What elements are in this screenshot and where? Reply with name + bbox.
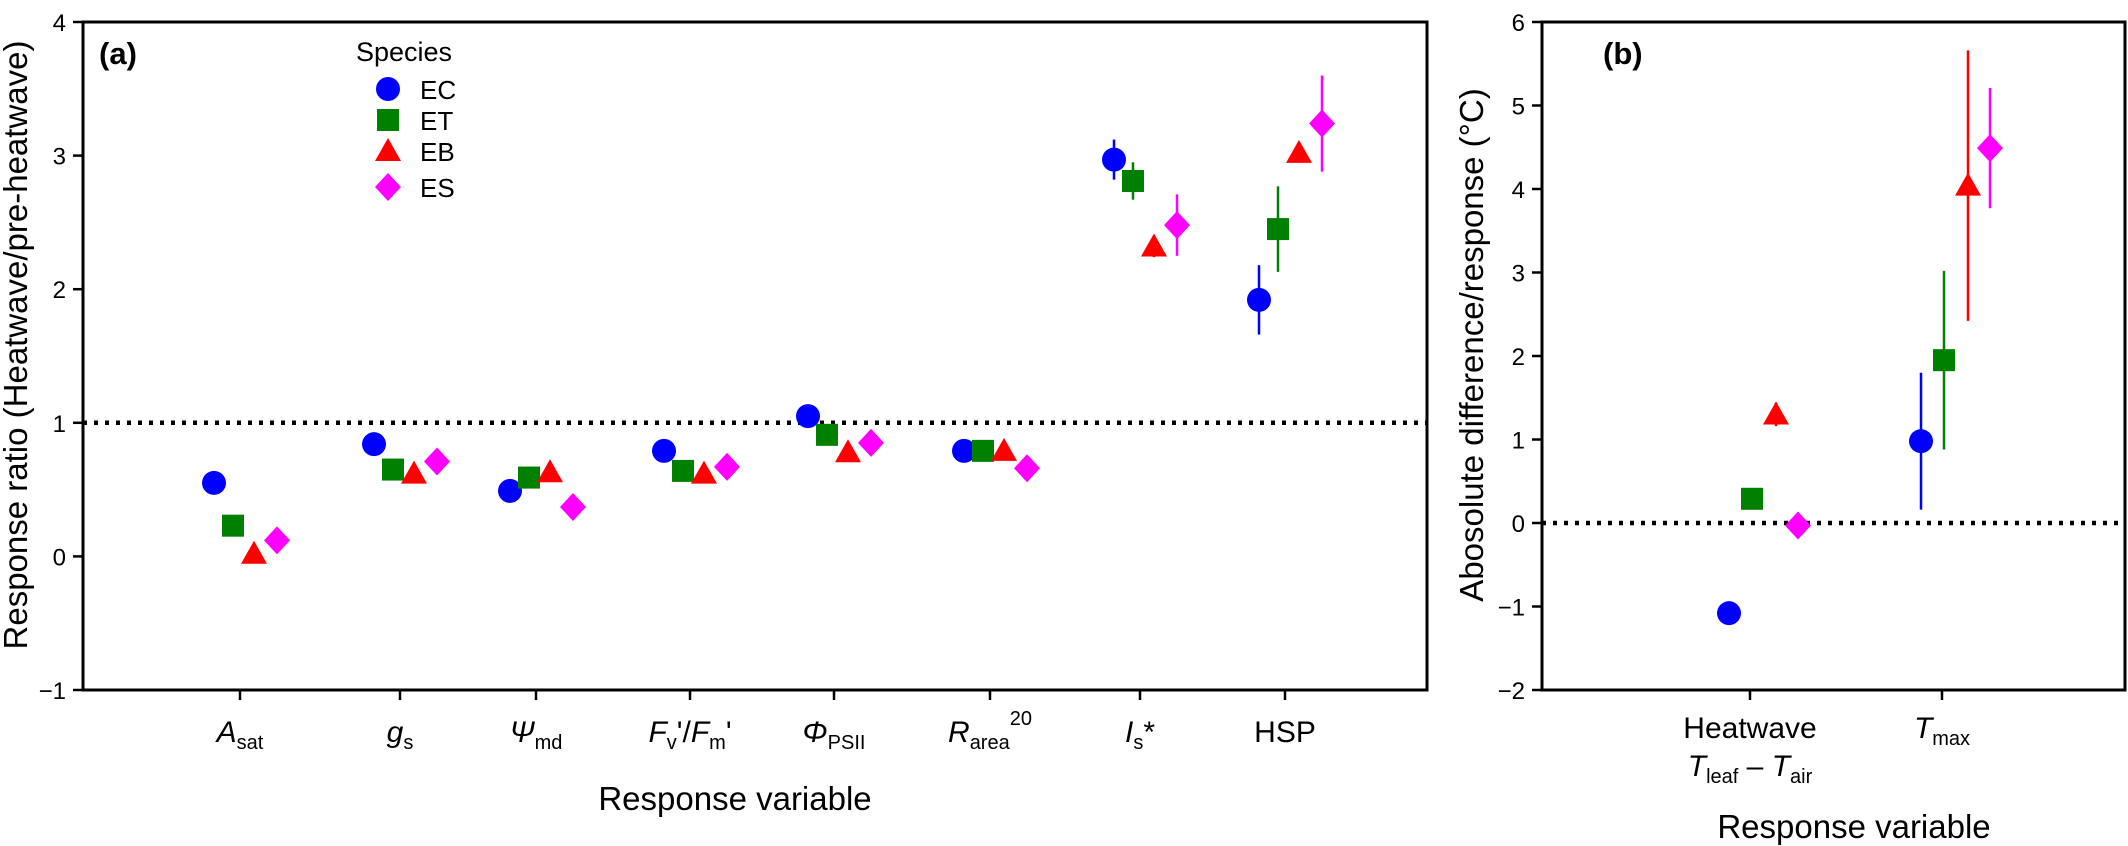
y-tick-label: 1 — [1512, 428, 1525, 455]
panel-b-label: (b) — [1603, 36, 1643, 71]
data-point — [816, 423, 838, 446]
data-point — [382, 458, 404, 481]
x-category-label: Rarea20 — [948, 708, 1032, 754]
data-point — [652, 438, 676, 463]
panel-a: −1 0 1 2 3 4 Asat gs Ψmd Fv'/Fm' ΦPSII Rarea20 Is* HS… — [0, 10, 1429, 817]
y-tick-label: 5 — [1512, 94, 1525, 121]
data-point — [1741, 487, 1763, 510]
legend-entry-es: ES — [420, 173, 455, 203]
panel-b-y-axis-label: Abosolute difference/response (°C) — [1453, 88, 1490, 601]
data-point — [796, 404, 820, 429]
data-point — [1102, 147, 1126, 172]
data-point — [1977, 134, 2003, 163]
plot-frame — [81, 20, 1429, 692]
x-category-label: ΦPSII — [803, 716, 866, 754]
data-point — [264, 526, 290, 555]
x-category-label: Heatwave — [1683, 712, 1816, 745]
x-category-label: Is* — [1125, 716, 1155, 754]
data-point — [518, 466, 540, 489]
legend-entry-eb: EB — [420, 137, 455, 167]
data-point — [691, 460, 717, 484]
data-point — [1122, 169, 1144, 192]
series-ec — [202, 139, 1271, 503]
data-point — [835, 439, 861, 463]
y-tick-label: −1 — [1498, 595, 1525, 622]
legend-entry-et: ET — [420, 106, 453, 136]
legend-entry-ec: EC — [420, 75, 456, 105]
data-point — [1717, 601, 1741, 626]
data-point — [241, 540, 267, 564]
y-tick-label: −2 — [1498, 678, 1525, 705]
plot-frame — [1540, 20, 2127, 692]
y-tick-label: 4 — [1512, 177, 1525, 204]
data-point — [1164, 211, 1190, 240]
series-es — [1785, 87, 2003, 540]
legend-marker-es — [375, 173, 401, 201]
data-point — [1014, 454, 1040, 483]
legend-marker-ec — [376, 77, 400, 101]
data-point — [714, 452, 740, 481]
x-category-label: Ψmd — [510, 716, 563, 754]
series-et — [1741, 270, 1955, 510]
data-point — [1763, 401, 1789, 425]
series-et — [222, 162, 1289, 537]
data-point — [1785, 511, 1811, 540]
data-point — [537, 459, 563, 483]
data-point — [1309, 109, 1335, 138]
legend-marker-eb — [375, 138, 401, 161]
data-point — [560, 492, 586, 521]
data-point — [972, 439, 994, 462]
data-point — [1267, 218, 1289, 241]
panel-b-plot-area: −2 −1 0 1 2 3 4 5 6 Heatwave Tleaf – Tair Tmax — [1498, 10, 2127, 788]
panel-b-x-axis-label: Response variable — [1717, 808, 1990, 845]
data-point — [1933, 349, 1955, 372]
x-category-label: Fv'/Fm' — [648, 716, 731, 754]
y-tick-label: 1 — [53, 411, 66, 438]
x-category-label: HSP — [1254, 716, 1316, 749]
data-point — [222, 514, 244, 537]
panel-a-x-axis-label: Response variable — [598, 780, 871, 817]
series-eb — [1763, 50, 1981, 427]
data-point — [424, 447, 450, 476]
y-tick-label: 4 — [53, 10, 66, 37]
x-category-label: Tmax — [1914, 712, 1970, 750]
y-tick-label: 6 — [1512, 10, 1525, 37]
data-point — [672, 459, 694, 482]
legend-marker-et — [377, 109, 399, 131]
data-point — [1955, 172, 1981, 196]
series-eb — [241, 139, 1312, 564]
data-point — [362, 432, 386, 457]
y-tick-label: 2 — [53, 277, 66, 304]
y-tick-label: 0 — [53, 544, 66, 571]
x-category-label-line2: Tleaf – Tair — [1688, 750, 1813, 788]
data-point — [1247, 287, 1271, 312]
x-category-label: gs — [387, 716, 414, 754]
panel-a-label: (a) — [99, 36, 137, 71]
y-tick-label: 3 — [53, 144, 66, 171]
data-point — [1141, 233, 1167, 257]
x-category-label: Asat — [215, 716, 264, 754]
panel-a-plot-area: −1 0 1 2 3 4 Asat gs Ψmd Fv'/Fm' ΦPSII Rarea20 Is* HS… — [39, 10, 1429, 754]
data-point — [401, 460, 427, 484]
series-es — [264, 75, 1335, 555]
legend-title: Species — [356, 37, 452, 67]
data-point — [991, 437, 1017, 461]
y-tick-label: 3 — [1512, 261, 1525, 288]
data-point — [952, 438, 976, 463]
data-point — [498, 478, 522, 503]
data-point — [858, 428, 884, 457]
data-point — [1286, 139, 1312, 163]
y-tick-label: 0 — [1512, 511, 1525, 538]
y-tick-label: 2 — [1512, 344, 1525, 371]
y-tick-label: −1 — [39, 678, 66, 705]
data-point — [1909, 429, 1933, 454]
data-point — [202, 470, 226, 495]
panel-a-y-axis-label: Response ratio (Heatwave/pre-heatwave) — [0, 41, 34, 650]
series-ec — [1717, 372, 1933, 626]
